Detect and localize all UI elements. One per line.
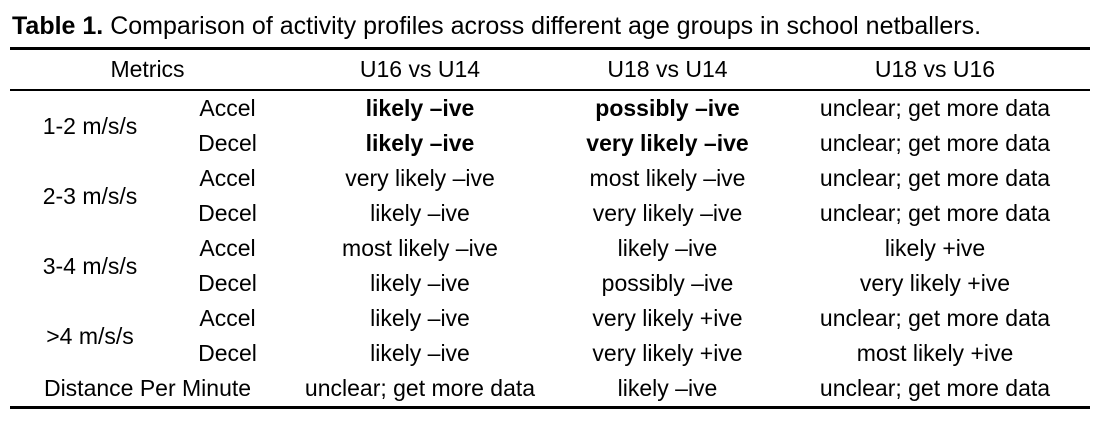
table-cell: likely –ive bbox=[365, 130, 475, 156]
table-cell: unclear; get more data bbox=[819, 305, 1051, 331]
table-cell: most likely –ive bbox=[342, 235, 498, 261]
table-cell: likely –ive bbox=[370, 340, 470, 366]
table-cell: likely –ive bbox=[365, 95, 475, 121]
table-caption-label: Table 1. bbox=[12, 12, 104, 40]
column-header-metrics: Metrics bbox=[110, 56, 185, 82]
table-cell: unclear; get more data bbox=[819, 165, 1051, 191]
header-row: Metrics U16 vs U14 U18 vs U14 U18 vs U16 bbox=[10, 49, 1090, 90]
metric-label-distance-per-minute: Distance Per Minute bbox=[43, 375, 252, 401]
table-row: Decel likely –ive very likely –ive uncle… bbox=[10, 196, 1090, 231]
table-cell: likely +ive bbox=[884, 235, 986, 261]
sub-label-decel: Decel bbox=[198, 200, 257, 226]
table-row: Distance Per Minute unclear; get more da… bbox=[10, 371, 1090, 408]
table-cell: unclear; get more data bbox=[304, 375, 536, 401]
sub-label-accel: Accel bbox=[199, 235, 256, 261]
table-cell: likely –ive bbox=[617, 235, 718, 261]
table-cell: possibly –ive bbox=[601, 270, 734, 296]
table-cell: very likely +ive bbox=[859, 270, 1011, 296]
column-header-u16-vs-u14: U16 vs U14 bbox=[359, 56, 481, 82]
table-cell: most likely +ive bbox=[856, 340, 1014, 366]
table-cell: very likely –ive bbox=[345, 165, 495, 191]
table-row: Decel likely –ive possibly –ive very lik… bbox=[10, 266, 1090, 301]
table-cell: very likely +ive bbox=[592, 305, 743, 331]
table-cell: very likely –ive bbox=[586, 130, 749, 156]
table-row: 1-2 m/s/s Accel likely –ive possibly –iv… bbox=[10, 90, 1090, 139]
sub-label-decel: Decel bbox=[198, 130, 257, 156]
table-cell: unclear; get more data bbox=[819, 200, 1051, 226]
table-cell: very likely +ive bbox=[592, 340, 743, 366]
table-caption: Table 1. Comparison of activity profiles… bbox=[12, 8, 1090, 44]
table-row: 3-4 m/s/s Accel most likely –ive likely … bbox=[10, 231, 1090, 279]
table-row: 2-3 m/s/s Accel very likely –ive most li… bbox=[10, 161, 1090, 209]
metric-label-2-3: 2-3 m/s/s bbox=[42, 182, 138, 209]
metric-label-3-4: 3-4 m/s/s bbox=[42, 252, 138, 279]
table-cell: very likely –ive bbox=[592, 200, 743, 226]
table-cell: likely –ive bbox=[370, 200, 470, 226]
table-cell: unclear; get more data bbox=[819, 130, 1051, 156]
sub-label-accel: Accel bbox=[199, 165, 256, 191]
table-caption-text: Comparison of activity profiles across d… bbox=[103, 12, 982, 40]
metric-label-1-2: 1-2 m/s/s bbox=[42, 112, 138, 139]
table-cell: likely –ive bbox=[370, 270, 470, 296]
table-cell: possibly –ive bbox=[595, 95, 740, 121]
comparison-table: Metrics U16 vs U14 U18 vs U14 U18 vs U16… bbox=[10, 47, 1090, 409]
table-cell: likely –ive bbox=[617, 375, 718, 401]
table-cell: unclear; get more data bbox=[819, 95, 1051, 121]
table-cell: unclear; get more data bbox=[819, 375, 1051, 401]
sub-label-accel: Accel bbox=[199, 95, 256, 121]
sub-label-decel: Decel bbox=[198, 340, 257, 366]
table-row: Decel likely –ive very likely +ive most … bbox=[10, 336, 1090, 371]
sub-label-decel: Decel bbox=[198, 270, 257, 296]
table-row: >4 m/s/s Accel likely –ive very likely +… bbox=[10, 301, 1090, 349]
table-row: Decel likely –ive very likely –ive uncle… bbox=[10, 126, 1090, 161]
column-header-u18-vs-u16: U18 vs U16 bbox=[874, 56, 996, 82]
table-cell: most likely –ive bbox=[589, 165, 746, 191]
metric-label-gt4: >4 m/s/s bbox=[46, 322, 134, 349]
sub-label-accel: Accel bbox=[199, 305, 256, 331]
table-cell: likely –ive bbox=[370, 305, 470, 331]
column-header-u18-vs-u14: U18 vs U14 bbox=[607, 56, 728, 82]
